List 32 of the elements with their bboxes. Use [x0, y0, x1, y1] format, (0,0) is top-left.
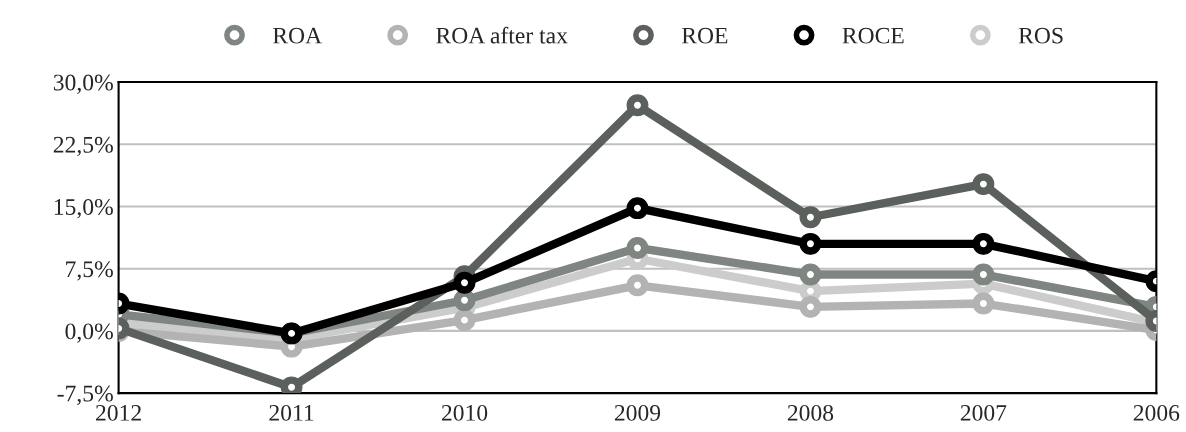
x-tick-label: 2006: [1133, 404, 1180, 421]
x-tick-label: 2008: [787, 404, 834, 421]
y-tick-label: -7,5%: [57, 385, 113, 405]
point: [799, 232, 822, 255]
y-tick-label: 30,0%: [53, 74, 113, 94]
point: [799, 263, 822, 286]
point: [453, 309, 476, 332]
x-tick-label: 2009: [614, 404, 661, 421]
legend-label: ROA after tax: [436, 26, 568, 44]
legend-label: ROCE: [842, 27, 904, 44]
legend-label: ROE: [681, 27, 728, 44]
point: [972, 173, 995, 196]
point: [799, 206, 822, 229]
y-tick-label: 22,5%: [53, 136, 113, 157]
point: [626, 197, 649, 220]
legend-label: ROA: [272, 27, 322, 44]
point: [972, 292, 995, 315]
point: [972, 263, 995, 286]
point: [626, 274, 649, 297]
y-tick-label: 15,0%: [54, 198, 113, 219]
point: [453, 271, 476, 294]
point: [626, 94, 649, 117]
y-tick-label: 7,5%: [66, 261, 113, 281]
point: [626, 237, 649, 259]
point: [799, 295, 822, 318]
x-tick-label: 2012: [96, 404, 141, 421]
x-tick-label: 2010: [441, 404, 488, 421]
x-tick-label: 2007: [960, 404, 1007, 421]
y-tick-label: 0,0%: [65, 323, 113, 343]
x-tick-label: 2011: [269, 404, 314, 421]
point: [972, 232, 995, 255]
legend-label: ROS: [1018, 27, 1063, 44]
